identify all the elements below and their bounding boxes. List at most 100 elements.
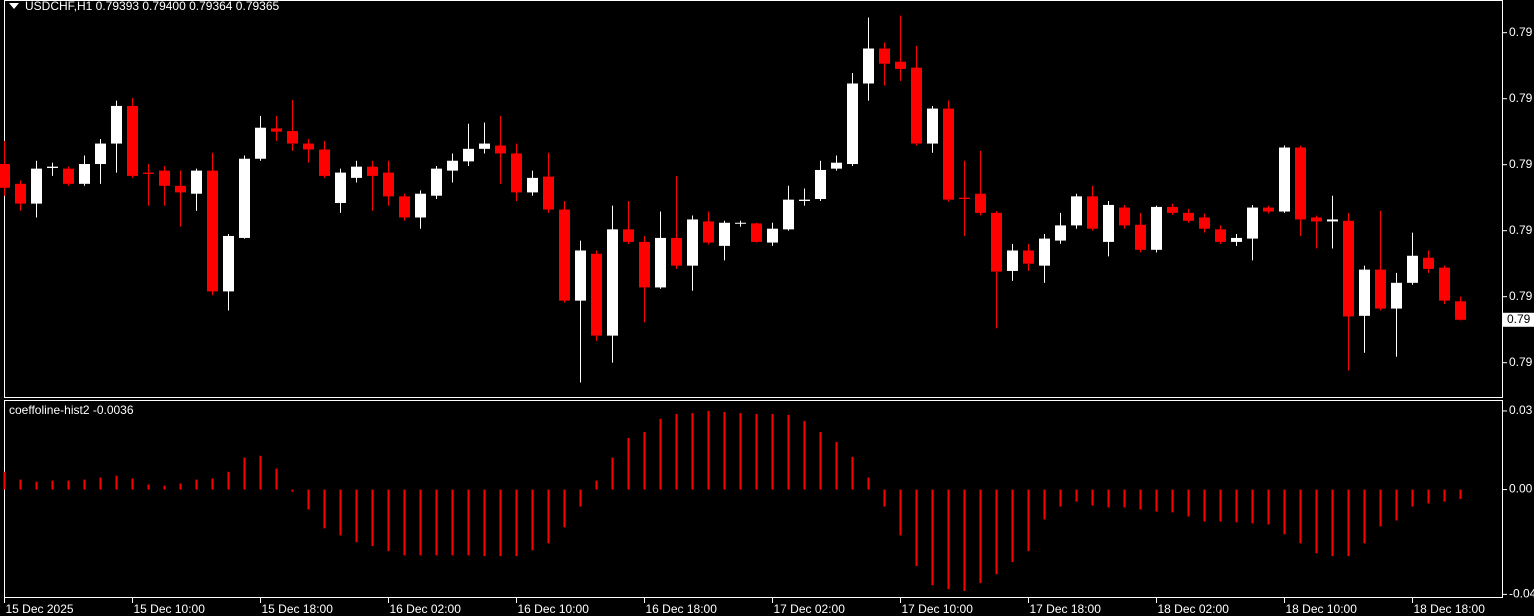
candle-body (911, 67, 922, 144)
candle-body (1391, 282, 1402, 309)
candle-body (335, 172, 346, 203)
candle-body (1343, 220, 1354, 317)
candle-body (1231, 237, 1242, 242)
candle-body (95, 143, 106, 165)
candle-body (399, 196, 410, 218)
candle-body (767, 228, 778, 243)
x-tick-label: 16 Dec 10:00 (518, 602, 590, 616)
menu-arrow[interactable] (9, 3, 19, 9)
candle-body (1263, 207, 1274, 212)
candle-body (1023, 250, 1034, 264)
candle-body (815, 169, 826, 199)
y-tick-label: -0.04 (1509, 587, 1534, 601)
candle-body (1279, 147, 1290, 212)
y-tick-label: 0.03 (1509, 403, 1533, 417)
candle-body (1423, 257, 1434, 269)
candle-body (1039, 238, 1050, 266)
x-tick-label: 17 Dec 02:00 (774, 602, 846, 616)
indicator-pane (4, 400, 1503, 598)
candle-body (31, 168, 42, 204)
candle-body (239, 158, 250, 238)
candle-body (111, 105, 122, 144)
candle-body (127, 105, 138, 176)
candle-body (511, 153, 522, 193)
candle-body (1295, 147, 1306, 220)
current-price-box (1503, 312, 1534, 327)
candle-body (991, 212, 1002, 272)
candle-body (191, 170, 202, 194)
x-tick-label: 18 Dec 10:00 (1286, 602, 1358, 616)
candle-body (431, 168, 442, 196)
candle-body (287, 131, 298, 144)
candle-body (591, 253, 602, 336)
y-tick-label: 0.79 (1509, 355, 1533, 369)
candle-body (847, 83, 858, 165)
candle-body (751, 223, 762, 242)
y-tick-label: 0.79 (1509, 157, 1533, 171)
candle-body (15, 183, 26, 204)
candle-body (207, 170, 218, 292)
candle-body (735, 222, 746, 224)
candle-body (479, 143, 490, 149)
candle-body (927, 108, 938, 144)
candle-body (255, 127, 266, 159)
candle-body (47, 166, 58, 168)
x-tick-label: 17 Dec 18:00 (1030, 602, 1102, 616)
candle-body (799, 199, 810, 201)
candle-body (1311, 217, 1322, 222)
candle-body (671, 237, 682, 266)
candle-body (1359, 269, 1370, 316)
candle-body (575, 250, 586, 301)
x-tick-label: 16 Dec 18:00 (646, 602, 718, 616)
candle-body (495, 145, 506, 154)
candle-body (175, 185, 186, 193)
indicator-title: coeffoline-hist2 -0.0036 (9, 403, 134, 417)
candle-body (1375, 269, 1386, 309)
candle-body (79, 164, 90, 184)
candle-body (1071, 196, 1082, 226)
chart-title: USDCHF,H1 0.79393 0.79400 0.79364 0.7936… (25, 0, 280, 13)
candle-body (1119, 207, 1130, 226)
candle-body (1183, 212, 1194, 221)
candle-body (975, 193, 986, 213)
candle-body (719, 222, 730, 246)
y-tick-label: 0.79 (1509, 289, 1533, 303)
candle-body (159, 170, 170, 186)
candle-body (527, 177, 538, 193)
candle-body (0, 164, 10, 188)
candle-body (1199, 217, 1210, 229)
candle-body (63, 168, 74, 184)
x-tick-label: 16 Dec 02:00 (390, 602, 462, 616)
candle-body (1247, 207, 1258, 239)
candle-body (623, 229, 634, 242)
candle-body (1055, 225, 1066, 241)
candle-body (607, 229, 618, 336)
candle-body (1087, 196, 1098, 229)
x-tick-label: 18 Dec 18:00 (1414, 602, 1486, 616)
candle-body (1007, 250, 1018, 271)
candle-body (655, 237, 666, 288)
current-price-label: 0.79 (1507, 312, 1531, 326)
y-tick-label: 0.79 (1509, 25, 1533, 39)
candle-body (895, 61, 906, 69)
candle-body (1455, 301, 1466, 320)
candle-body (703, 221, 714, 243)
x-tick-label: 18 Dec 02:00 (1158, 602, 1230, 616)
y-tick-label: 0.79 (1509, 91, 1533, 105)
candle-body (687, 219, 698, 266)
candle-body (223, 235, 234, 292)
y-tick-label: 0.79 (1509, 223, 1533, 237)
candle-body (367, 166, 378, 176)
price-pane (4, 0, 1503, 398)
candle-body (1167, 206, 1178, 213)
candle-body (1135, 224, 1146, 250)
x-tick-label: 15 Dec 2025 (6, 602, 74, 616)
candle-body (1407, 255, 1418, 283)
candle-body (351, 166, 362, 178)
candle-body (879, 48, 890, 64)
candle-body (783, 199, 794, 230)
candle-body (447, 160, 458, 171)
candle-body (1151, 206, 1162, 250)
candle-body (415, 193, 426, 218)
